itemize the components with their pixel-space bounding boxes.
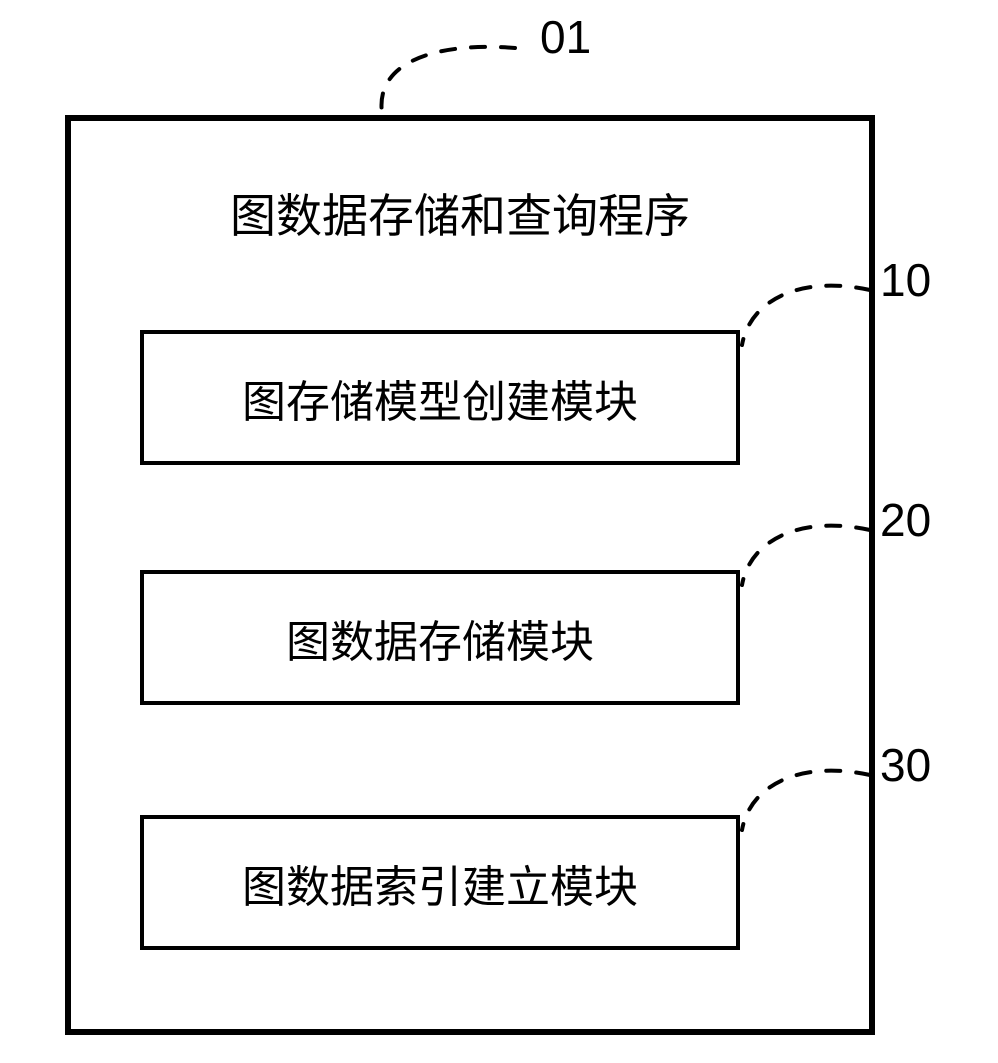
module-text: 图存储模型创建模块 (242, 366, 638, 430)
module-box-20: 图数据存储模块 (140, 570, 740, 705)
module-box-30: 图数据索引建立模块 (140, 815, 740, 950)
module-text: 图数据索引建立模块 (242, 851, 638, 915)
module-ref-label-20: 20 (880, 493, 931, 547)
module-box-10: 图存储模型创建模块 (140, 330, 740, 465)
outer-title: 图数据存储和查询程序 (230, 180, 690, 246)
leader-outer (381, 47, 515, 113)
diagram-canvas: 图数据存储和查询程序 图存储模型创建模块 图数据存储模块 图数据索引建立模块 0… (0, 0, 998, 1063)
module-text: 图数据存储模块 (286, 606, 594, 670)
outer-ref-label: 01 (540, 10, 591, 64)
module-ref-label-30: 30 (880, 738, 931, 792)
module-ref-label-10: 10 (880, 253, 931, 307)
